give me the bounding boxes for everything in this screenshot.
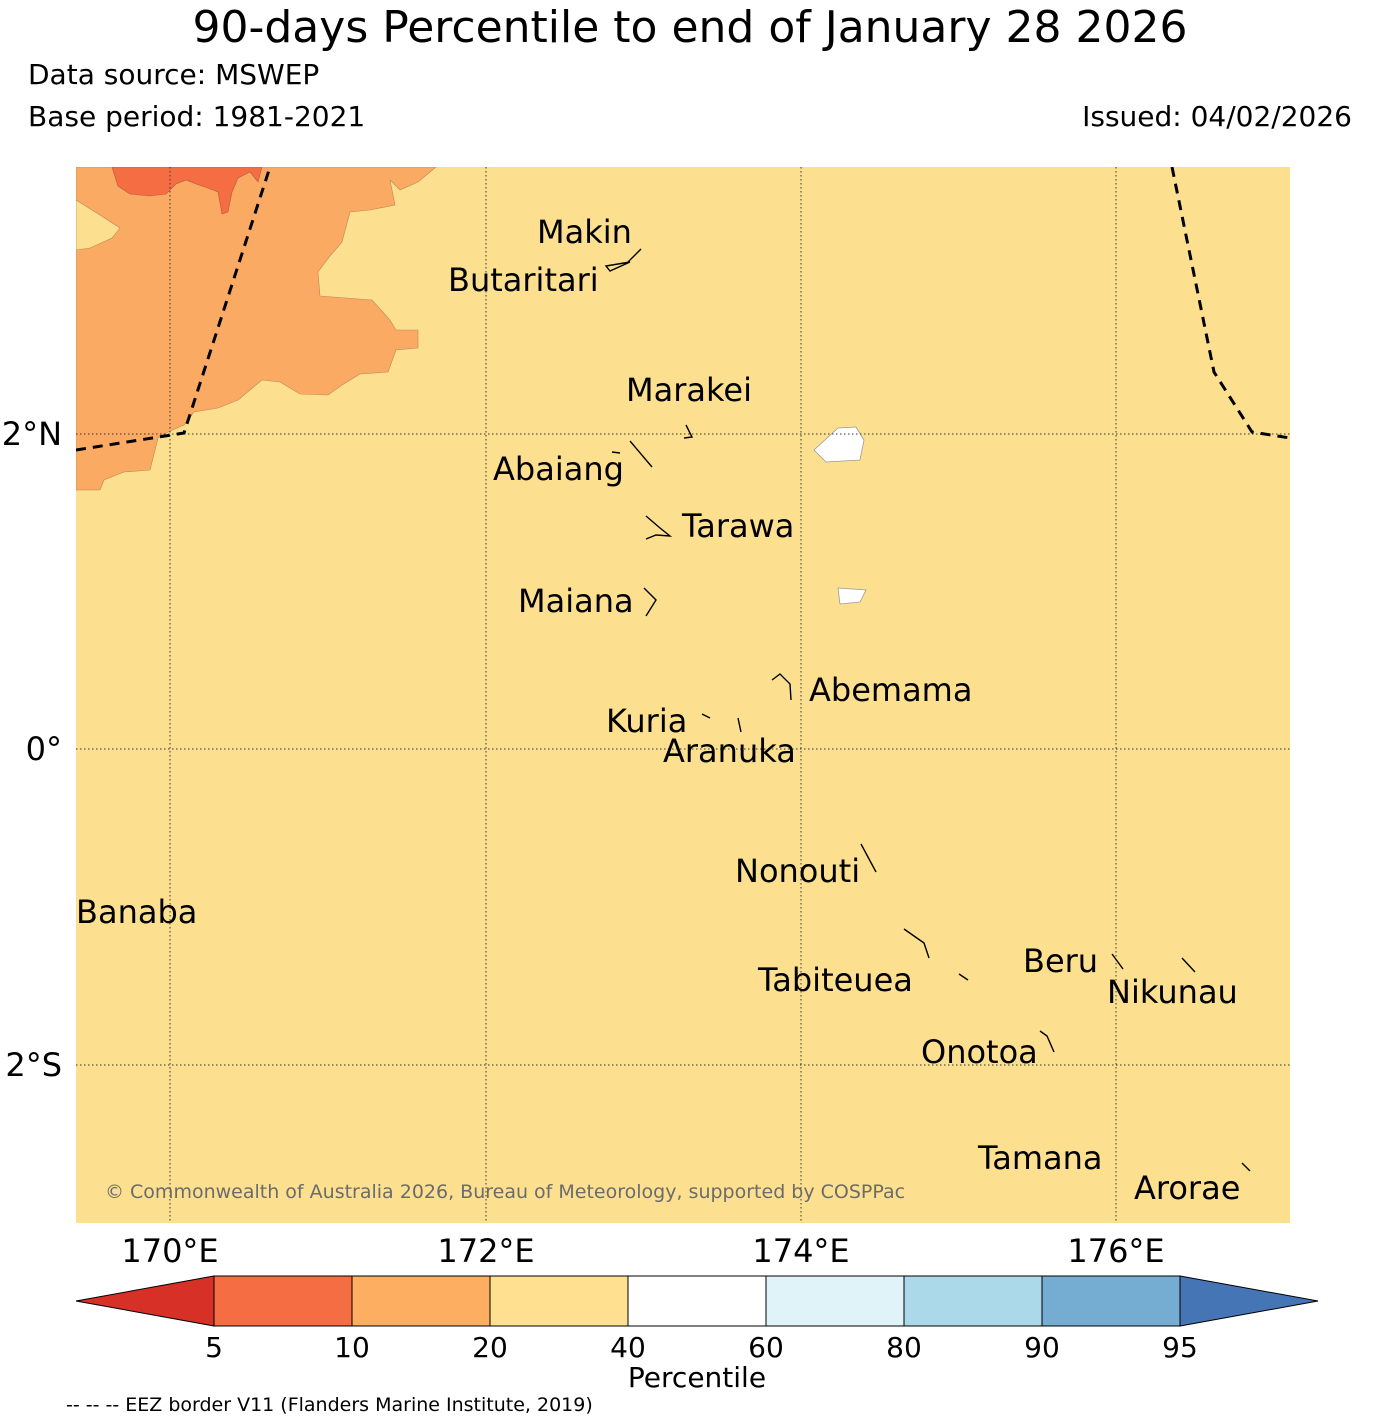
island-label-aranuka: Aranuka bbox=[663, 732, 796, 770]
island-label-tarawa: Tarawa bbox=[681, 507, 794, 545]
island-shape-nonouti bbox=[860, 843, 877, 873]
colorbar-segment-5-10 bbox=[213, 1275, 353, 1327]
percentile-region-40-60-b bbox=[837, 587, 867, 605]
island-label-marakei: Marakei bbox=[626, 371, 752, 409]
colorbar-tick-10: 10 bbox=[334, 1331, 370, 1364]
island-shape-kuria bbox=[701, 713, 711, 719]
island-label-beru: Beru bbox=[1023, 942, 1098, 980]
percentile-region-10-20 bbox=[76, 167, 437, 491]
island-label-arorae: Arorae bbox=[1134, 1169, 1240, 1207]
colorbar-segment-80-90 bbox=[903, 1275, 1043, 1327]
lon-label-176e: 176°E bbox=[1067, 1232, 1164, 1270]
island-label-onotoa: Onotoa bbox=[921, 1033, 1038, 1071]
island-label-makin: Makin bbox=[537, 213, 632, 251]
colorbar-segment-90-95 bbox=[1041, 1275, 1181, 1327]
island-shape-arorae bbox=[1241, 1162, 1251, 1172]
colorbar-tick-80: 80 bbox=[886, 1331, 922, 1364]
colorbar-segment-40-60 bbox=[627, 1275, 767, 1327]
island-label-nikunau: Nikunau bbox=[1107, 973, 1238, 1011]
colorbar-tick-60: 60 bbox=[748, 1331, 784, 1364]
island-label-nonouti: Nonouti bbox=[735, 852, 860, 890]
island-shape-tarawa bbox=[645, 515, 673, 540]
lon-label-172e: 172°E bbox=[437, 1232, 534, 1270]
eez-border-footnote: -- -- -- EEZ border V11 (Flanders Marine… bbox=[66, 1394, 593, 1416]
colorbar-tick-95: 95 bbox=[1162, 1331, 1198, 1364]
colorbar bbox=[75, 1275, 1319, 1327]
eez-border-west bbox=[76, 167, 272, 452]
island-shape-onotoa bbox=[1039, 1030, 1055, 1053]
base-period-label: Base period: 1981-2021 bbox=[28, 100, 366, 133]
island-label-abemama: Abemama bbox=[809, 671, 972, 709]
island-shape-butaritari bbox=[604, 261, 631, 272]
colorbar-segment-20-40 bbox=[489, 1275, 629, 1327]
island-shape-abaiang bbox=[611, 440, 653, 468]
colorbar-tick-90: 90 bbox=[1024, 1331, 1060, 1364]
colorbar-segment-below-5 bbox=[75, 1275, 215, 1327]
island-label-kuria: Kuria bbox=[606, 702, 687, 740]
eez-border-east bbox=[1170, 167, 1290, 440]
island-label-abaiang: Abaiang bbox=[493, 450, 624, 488]
colorbar-tick-40: 40 bbox=[610, 1331, 646, 1364]
island-shape-makin bbox=[627, 248, 642, 263]
colorbar-segment-10-20 bbox=[351, 1275, 491, 1327]
island-shape-tabiteuea bbox=[903, 928, 969, 981]
island-label-butaritari: Butaritari bbox=[448, 261, 599, 299]
island-label-tabiteuea: Tabiteuea bbox=[757, 961, 913, 999]
island-shape-aranuka bbox=[737, 717, 742, 733]
lat-label-0: 0° bbox=[26, 730, 62, 768]
copyright-notice: © Commonwealth of Australia 2026, Bureau… bbox=[105, 1181, 905, 1203]
lat-label-2n: 2°N bbox=[2, 415, 62, 453]
island-shape-nikunau bbox=[1181, 957, 1196, 973]
percentile-region-5-10 bbox=[111, 167, 263, 215]
island-label-tamana: Tamana bbox=[977, 1139, 1103, 1177]
data-source-label: Data source: MSWEP bbox=[28, 58, 320, 91]
colorbar-title: Percentile bbox=[628, 1361, 766, 1394]
colorbar-segment-60-80 bbox=[765, 1275, 905, 1327]
island-shape-marakei bbox=[683, 424, 694, 439]
lat-label-2s: 2°S bbox=[5, 1046, 62, 1084]
lon-label-174e: 174°E bbox=[752, 1232, 849, 1270]
island-shape-maiana bbox=[643, 587, 657, 617]
island-shape-beru bbox=[1111, 953, 1124, 970]
colorbar-tick-20: 20 bbox=[472, 1331, 508, 1364]
lon-label-170e: 170°E bbox=[121, 1232, 218, 1270]
issued-date-label: Issued: 04/02/2026 bbox=[1082, 100, 1352, 133]
colorbar-tick-5: 5 bbox=[205, 1331, 223, 1364]
colorbar-segment-above-95 bbox=[1179, 1275, 1319, 1327]
map-title: 90-days Percentile to end of January 28 … bbox=[192, 2, 1188, 53]
island-label-banaba: Banaba bbox=[76, 893, 197, 931]
island-shape-abemama bbox=[771, 673, 792, 701]
percentile-region-20-40-notch bbox=[76, 199, 121, 251]
percentile-region-40-60-a bbox=[813, 426, 865, 463]
island-label-maiana: Maiana bbox=[518, 582, 634, 620]
